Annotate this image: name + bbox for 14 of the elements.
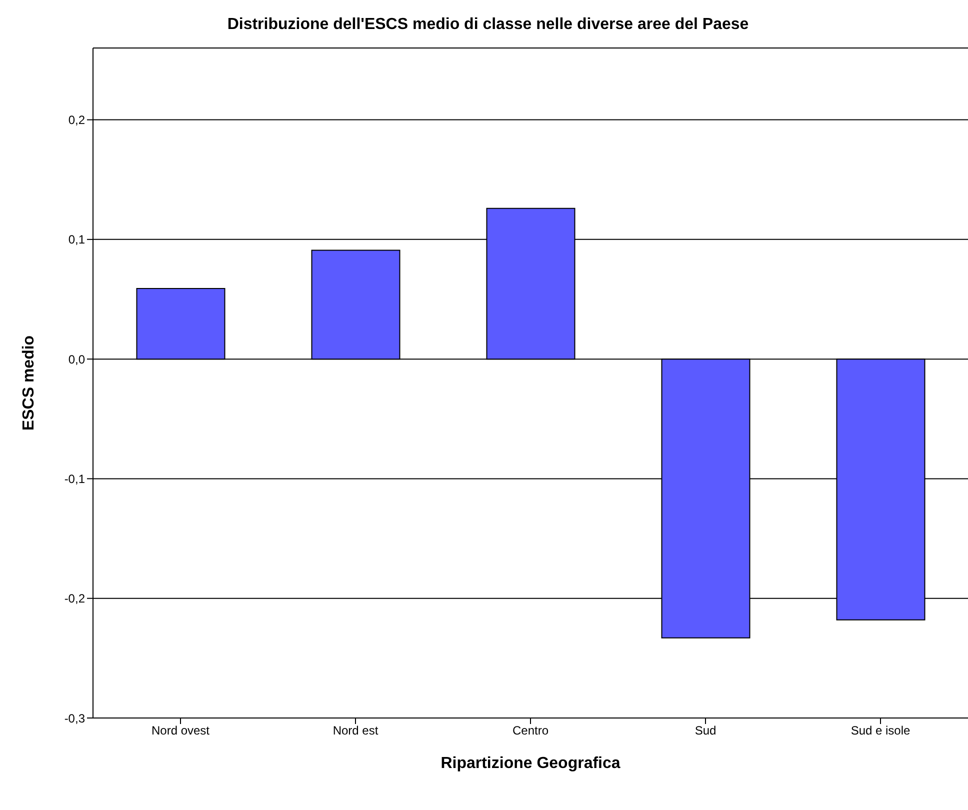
chart-title: Distribuzione dell'ESCS medio di classe nelle diverse aree del Paese <box>226 16 750 34</box>
x-tick-label: Nord ovest <box>151 724 210 738</box>
x-tick-label: Centro <box>512 724 549 738</box>
x-tick-label: Sud <box>694 724 716 738</box>
y-tick-label: 0,2 <box>68 113 86 128</box>
x-tick-label: Nord est <box>332 724 379 738</box>
y-axis-title: ESCS medio <box>20 335 38 431</box>
x-axis-title: Ripartizione Geografica <box>440 755 620 772</box>
y-tick-label: 0,1 <box>68 232 86 247</box>
y-tick-label: -0,1 <box>64 472 86 486</box>
x-tick-label: Sud e isole <box>850 724 911 738</box>
y-tick-label: 0,0 <box>68 352 86 366</box>
y-tick-label: -0,2 <box>64 592 86 606</box>
y-tick-label: -0,3 <box>64 711 86 726</box>
